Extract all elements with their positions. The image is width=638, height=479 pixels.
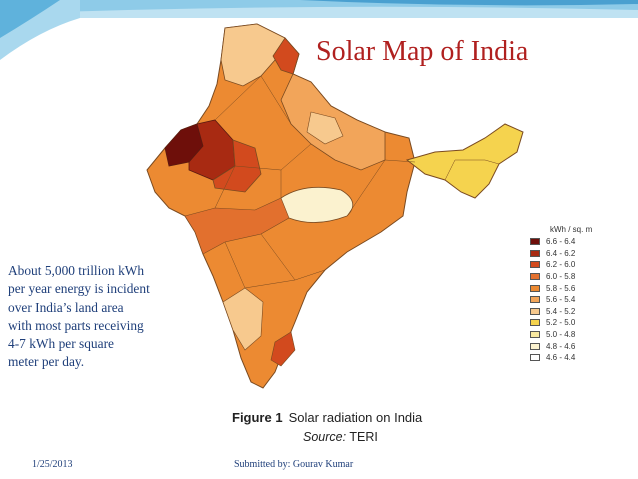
legend-swatch	[530, 249, 540, 257]
figure-caption: Figure 1 Solar radiation on India	[232, 410, 422, 425]
legend-label: 5.6 - 5.4	[546, 295, 576, 305]
legend-swatch	[530, 331, 540, 339]
legend-row: 6.2 - 6.0	[522, 259, 622, 271]
left-decorative-band	[0, 0, 80, 479]
legend-swatch	[530, 307, 540, 315]
description-line: About 5,000 trillion kWh	[8, 263, 145, 278]
description-line: with most parts receiving	[8, 317, 144, 333]
source-name: TERI	[349, 430, 378, 444]
source-label: Source:	[303, 430, 347, 444]
map-legend: kWh / sq. m 6.6 - 6.4 6.4 - 6.2 6.2 - 6.0 6…	[522, 225, 622, 364]
top-decorative-band	[0, 0, 638, 18]
legend-label: 4.8 - 4.6	[546, 341, 576, 351]
legend-swatch	[530, 261, 540, 269]
description-line: meter per day.	[8, 354, 85, 370]
legend-label: 5.4 - 5.2	[546, 306, 576, 316]
legend-swatch	[530, 273, 540, 281]
legend-swatch	[530, 284, 540, 292]
legend-swatch	[530, 238, 540, 246]
legend-row: 6.0 - 5.8	[522, 271, 622, 283]
slide-title: Solar Map of India	[316, 36, 529, 67]
description-line: per year energy is incident	[8, 281, 150, 297]
slide-footer: Submitted by: Gourav Kumar	[234, 459, 354, 470]
figure-source: Source: TERI	[303, 430, 378, 444]
legend-label: 5.2 - 5.0	[546, 318, 576, 328]
legend-row: 4.8 - 4.6	[522, 340, 622, 352]
legend-swatch	[530, 342, 540, 350]
legend-label: 4.6 - 4.4	[546, 353, 576, 363]
legend-row: 6.6 - 6.4	[522, 236, 622, 248]
light-patch-north	[306, 111, 344, 145]
legend-row: 5.2 - 5.0	[522, 317, 622, 329]
slide-date: 1/25/2013	[32, 459, 73, 470]
legend-row: 5.0 - 4.8	[522, 329, 622, 341]
india-solar-radiation-map	[146, 23, 524, 389]
south-tip-region	[270, 331, 296, 367]
description-line: 4-7 kWh per square	[8, 336, 114, 352]
legend-row: 5.8 - 5.6	[522, 282, 622, 294]
ladakh-hotspot	[272, 37, 300, 75]
legend-row: 5.4 - 5.2	[522, 306, 622, 318]
legend-unit: kWh / sq. m	[550, 225, 593, 234]
description-text: About 5,000 trillion kWh per year energy…	[8, 262, 186, 372]
central-band	[184, 197, 290, 255]
legend-row: 4.6 - 4.4	[522, 352, 622, 364]
legend-row: 6.4 - 6.2	[522, 248, 622, 260]
legend-swatch	[530, 296, 540, 304]
legend-row: 5.6 - 5.4	[522, 294, 622, 306]
northeast-region	[405, 123, 524, 199]
legend-label: 6.2 - 6.0	[546, 260, 576, 270]
legend-label: 5.0 - 4.8	[546, 330, 576, 340]
figure-caption-text: Solar radiation on India	[288, 410, 423, 425]
legend-label: 6.6 - 6.4	[546, 237, 576, 247]
legend-swatch	[530, 354, 540, 362]
state-borders	[214, 75, 500, 289]
legend-items: 6.6 - 6.4 6.4 - 6.2 6.2 - 6.0 6.0 - 5.8 5.8 …	[522, 236, 622, 364]
figure-label: Figure 1	[232, 410, 283, 425]
legend-label: 5.8 - 5.6	[546, 283, 576, 293]
legend-label: 6.0 - 5.8	[546, 272, 576, 282]
legend-swatch	[530, 319, 540, 327]
description-line: over India’s land area	[8, 299, 124, 315]
legend-label: 6.4 - 6.2	[546, 248, 576, 258]
